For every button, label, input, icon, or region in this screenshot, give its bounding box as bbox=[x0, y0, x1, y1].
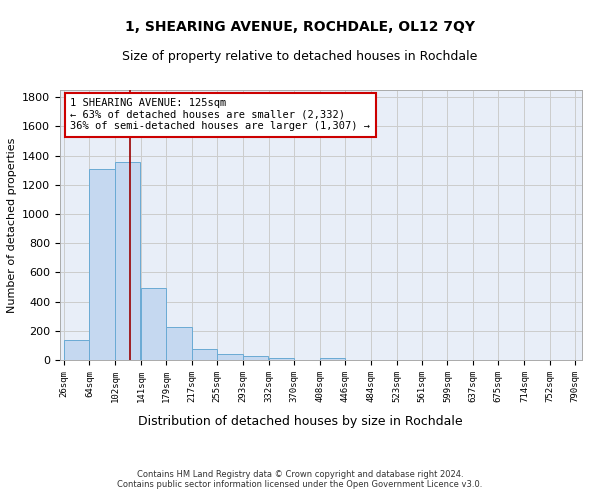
Text: Contains HM Land Registry data © Crown copyright and database right 2024.
Contai: Contains HM Land Registry data © Crown c… bbox=[118, 470, 482, 490]
Bar bbox=[89, 169, 115, 360]
Bar bbox=[141, 288, 166, 360]
Bar bbox=[269, 358, 294, 360]
Bar bbox=[115, 162, 140, 360]
Text: Distribution of detached houses by size in Rochdale: Distribution of detached houses by size … bbox=[137, 415, 463, 428]
Bar bbox=[242, 356, 268, 360]
Text: 1, SHEARING AVENUE, ROCHDALE, OL12 7QY: 1, SHEARING AVENUE, ROCHDALE, OL12 7QY bbox=[125, 20, 475, 34]
Bar bbox=[192, 349, 217, 360]
Bar bbox=[166, 327, 192, 360]
Bar bbox=[217, 354, 242, 360]
Bar bbox=[320, 358, 345, 360]
Text: 1 SHEARING AVENUE: 125sqm
← 63% of detached houses are smaller (2,332)
36% of se: 1 SHEARING AVENUE: 125sqm ← 63% of detac… bbox=[70, 98, 370, 132]
Bar bbox=[64, 340, 89, 360]
Y-axis label: Number of detached properties: Number of detached properties bbox=[7, 138, 17, 312]
Text: Size of property relative to detached houses in Rochdale: Size of property relative to detached ho… bbox=[122, 50, 478, 63]
